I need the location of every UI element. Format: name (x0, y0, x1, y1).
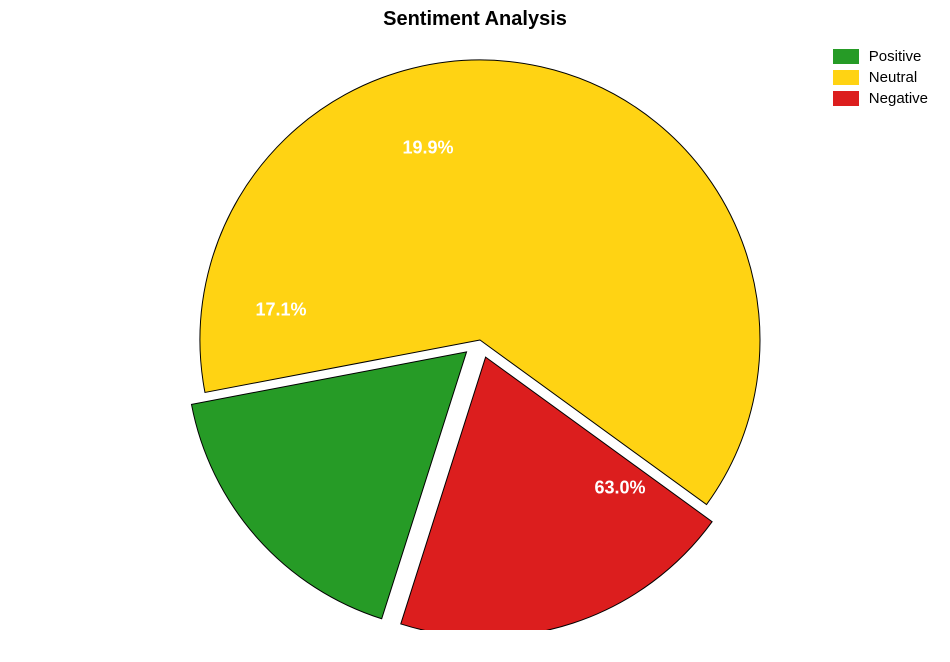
slice-label-neutral: 63.0% (594, 478, 645, 499)
legend-swatch-negative (833, 91, 859, 106)
slice-label-negative: 19.9% (402, 138, 453, 159)
legend-item-negative: Negative (833, 90, 928, 107)
legend-swatch-positive (833, 49, 859, 64)
pie-chart: 17.1% 63.0% 19.9% (190, 50, 770, 630)
legend-label-neutral: Neutral (869, 69, 917, 86)
legend-item-neutral: Neutral (833, 69, 928, 86)
legend-swatch-neutral (833, 70, 859, 85)
legend-item-positive: Positive (833, 48, 928, 65)
legend-label-positive: Positive (869, 48, 922, 65)
legend-label-negative: Negative (869, 90, 928, 107)
chart-title: Sentiment Analysis (383, 8, 567, 31)
legend: Positive Neutral Negative (833, 48, 928, 111)
slice-label-positive: 17.1% (255, 300, 306, 321)
